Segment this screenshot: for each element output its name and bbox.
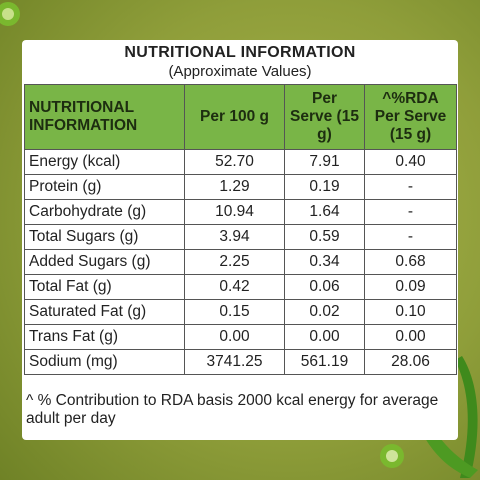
table-row: Sodium (mg) 3741.25 561.19 28.06 (24, 349, 457, 375)
cell: 2.25 (184, 249, 285, 275)
title: NUTRITIONAL INFORMATION (124, 44, 356, 61)
row-label: Protein (g) (24, 174, 185, 200)
column-header: Per Serve (15 g) (284, 84, 365, 150)
cell: 0.42 (184, 274, 285, 300)
table-row: Total Sugars (g) 3.94 0.59- (24, 224, 457, 250)
cell: 0.00 (284, 324, 365, 350)
table-row: Total Fat (g) 0.42 0.06 0.09 (24, 274, 457, 300)
cell: 0.02 (284, 299, 365, 325)
cell: 3.94 (184, 224, 285, 250)
cell: 0.15 (184, 299, 285, 325)
cell: 0.00 (184, 324, 285, 350)
row-label: Trans Fat (g) (24, 324, 185, 350)
cell: 0.68 (364, 249, 457, 275)
cell: 0.06 (284, 274, 365, 300)
table-row: Carbohydrate (g) 10.94 1.64- (24, 199, 457, 225)
cell: - (364, 199, 457, 225)
footnote: ^ % Contribution to RDA basis 2000 kcal … (26, 392, 439, 427)
subtitle: (Approximate Values) (168, 63, 312, 80)
chili-slice (386, 450, 398, 462)
row-label: Energy (kcal) (24, 149, 185, 175)
cell: 3741.25 (184, 349, 285, 375)
cell: - (364, 174, 457, 200)
column-header: NUTRITIONAL INFORMATION (24, 84, 185, 150)
cell: 0.40 (364, 149, 457, 175)
row-label: Sodium (mg) (24, 349, 185, 375)
table-row: Added Sugars (g) 2.25 0.34 0.68 (24, 249, 457, 275)
table-row: Trans Fat (g) 0.00 0.00 0.00 (24, 324, 457, 350)
header-row: NUTRITIONAL INFORMATION Per 100 g Per Serv… (24, 84, 457, 150)
table-body: Energy (kcal) 52.70 7.91 0.40 Protein (g) 1.2… (24, 149, 457, 375)
table-row: Energy (kcal) 52.70 7.91 0.40 (24, 149, 457, 175)
cell: 1.29 (184, 174, 285, 200)
row-label: Total Fat (g) (24, 274, 185, 300)
cell: 7.91 (284, 149, 365, 175)
row-label: Carbohydrate (g) (24, 199, 185, 225)
cell: 0.00 (364, 324, 457, 350)
cell: 0.59 (284, 224, 365, 250)
cell: 28.06 (364, 349, 457, 375)
cell: - (364, 224, 457, 250)
column-header: ^%RDA Per Serve (15 g) (364, 84, 457, 150)
table-row: Saturated Fat (g) 0.15 0.02 0.10 (24, 299, 457, 325)
cell: 52.70 (184, 149, 285, 175)
cell: 0.10 (364, 299, 457, 325)
cell: 10.94 (184, 199, 285, 225)
cell: 561.19 (284, 349, 365, 375)
cell: 0.34 (284, 249, 365, 275)
cell: 0.19 (284, 174, 365, 200)
nutrition-table: NUTRITIONAL INFORMATION Per 100 g Per Serv… (24, 84, 457, 375)
column-header: Per 100 g (184, 84, 285, 150)
row-label: Added Sugars (g) (24, 249, 185, 275)
row-label: Total Sugars (g) (24, 224, 185, 250)
cell: 1.64 (284, 199, 365, 225)
chili (455, 356, 478, 478)
cell: 0.09 (364, 274, 457, 300)
chili-slice (2, 8, 14, 20)
card: NUTRITIONAL INFORMATION (Approximate Val… (22, 40, 458, 440)
table-row: Protein (g) 1.29 0.19- (24, 174, 457, 200)
row-label: Saturated Fat (g) (24, 299, 185, 325)
